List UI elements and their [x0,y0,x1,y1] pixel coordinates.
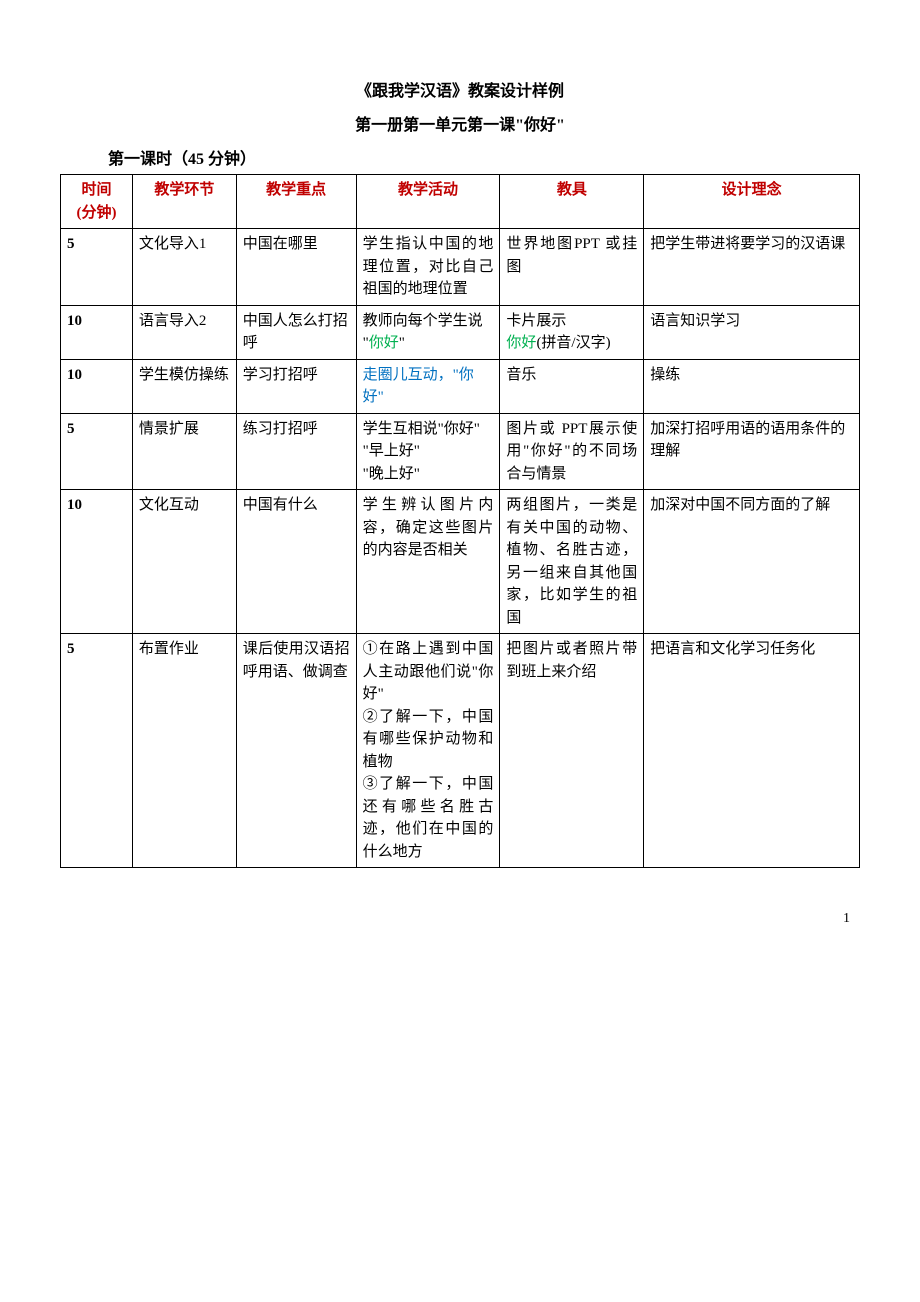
cell-time: 5 [61,413,133,490]
header-activity: 教学活动 [356,175,500,229]
table-row: 10 学生模仿操练 学习打招呼 走圈儿互动，"你好" 音乐 操练 [61,359,860,413]
cell-time: 10 [61,490,133,634]
cell-time: 5 [61,634,133,868]
header-rationale: 设计理念 [644,175,860,229]
cell-rationale: 加深打招呼用语的语用条件的理解 [644,413,860,490]
cell-focus: 练习打招呼 [236,413,356,490]
cell-rationale: 操练 [644,359,860,413]
page-container: 《跟我学汉语》教案设计样例 第一册第一单元第一课"你好" 第一课时（45 分钟）… [60,80,860,929]
cell-props: 两组图片，一类是有关中国的动物、植物、名胜古迹，另一组来自其他国家，比如学生的祖… [500,490,644,634]
page-number: 1 [60,908,860,929]
cell-activity: 学生指认中国的地理位置，对比自己祖国的地理位置 [356,229,500,306]
title-sub: 第一册第一单元第一课"你好" [60,114,860,138]
cell-focus: 学习打招呼 [236,359,356,413]
cell-time: 5 [61,229,133,306]
cell-activity: 走圈儿互动，"你好" [356,359,500,413]
cell-stage: 情景扩展 [132,413,236,490]
cell-props: 卡片展示 你好(拼音/汉字) [500,305,644,359]
table-row: 10 文化互动 中国有什么 学生辨认图片内容，确定这些图片的内容是否相关 两组图… [61,490,860,634]
cell-stage: 文化互动 [132,490,236,634]
cell-rationale: 把语言和文化学习任务化 [644,634,860,868]
cell-activity: ①在路上遇到中国人主动跟他们说"你好" ②了解一下，中国有哪些保护动物和植物 ③… [356,634,500,868]
period-title: 第一课时（45 分钟） [108,148,860,172]
cell-activity: 学生辨认图片内容，确定这些图片的内容是否相关 [356,490,500,634]
cell-props: 图片或 PPT展示使用"你好"的不同场合与情景 [500,413,644,490]
table-row: 5 情景扩展 练习打招呼 学生互相说"你好" "早上好" "晚上好" 图片或 P… [61,413,860,490]
cell-props: 把图片或者照片带到班上来介绍 [500,634,644,868]
title-main: 《跟我学汉语》教案设计样例 [60,80,860,104]
header-stage: 教学环节 [132,175,236,229]
cell-focus: 中国在哪里 [236,229,356,306]
table-row: 5 文化导入1 中国在哪里 学生指认中国的地理位置，对比自己祖国的地理位置 世界… [61,229,860,306]
cell-focus: 中国有什么 [236,490,356,634]
header-focus: 教学重点 [236,175,356,229]
cell-stage: 文化导入1 [132,229,236,306]
cell-stage: 语言导入2 [132,305,236,359]
cell-props: 音乐 [500,359,644,413]
cell-focus: 中国人怎么打招呼 [236,305,356,359]
cell-time: 10 [61,359,133,413]
cell-activity: 学生互相说"你好" "早上好" "晚上好" [356,413,500,490]
cell-stage: 布置作业 [132,634,236,868]
table-row: 5 布置作业 课后使用汉语招呼用语、做调查 ①在路上遇到中国人主动跟他们说"你好… [61,634,860,868]
header-time: 时间 (分钟) [61,175,133,229]
cell-rationale: 把学生带进将要学习的汉语课 [644,229,860,306]
cell-stage: 学生模仿操练 [132,359,236,413]
cell-activity: 教师向每个学生说 "你好" [356,305,500,359]
cell-props: 世界地图PPT 或挂图 [500,229,644,306]
cell-rationale: 加深对中国不同方面的了解 [644,490,860,634]
lesson-plan-table: 时间 (分钟) 教学环节 教学重点 教学活动 教具 设计理念 5 文化导入1 中… [60,174,860,868]
cell-focus: 课后使用汉语招呼用语、做调查 [236,634,356,868]
cell-time: 10 [61,305,133,359]
header-props: 教具 [500,175,644,229]
table-row: 10 语言导入2 中国人怎么打招呼 教师向每个学生说 "你好" 卡片展示 你好(… [61,305,860,359]
table-header-row: 时间 (分钟) 教学环节 教学重点 教学活动 教具 设计理念 [61,175,860,229]
cell-rationale: 语言知识学习 [644,305,860,359]
